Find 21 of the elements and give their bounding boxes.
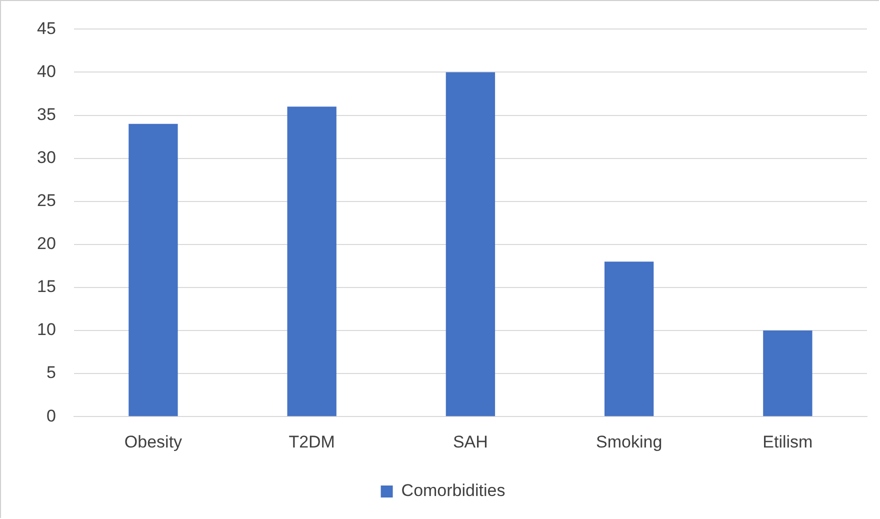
y-tick-label: 40 <box>36 62 56 81</box>
y-tick-label: 30 <box>36 148 56 168</box>
legend-label: Comorbidities <box>401 481 506 500</box>
x-tick-label: Etilism <box>762 432 813 452</box>
x-tick-label: Smoking <box>596 432 662 452</box>
y-tick-label: 20 <box>36 234 56 254</box>
bar <box>763 330 812 416</box>
x-tick-label: T2DM <box>288 432 335 452</box>
y-tick-label: 45 <box>36 18 56 38</box>
y-tick-label: 15 <box>36 277 56 296</box>
y-tick-label: 35 <box>36 104 56 124</box>
x-tick-label: Obesity <box>124 432 183 452</box>
bar <box>446 72 496 416</box>
bar <box>128 124 178 416</box>
y-tick-label: 0 <box>46 406 56 426</box>
x-tick-label: SAH <box>452 432 488 452</box>
bar <box>604 262 654 416</box>
y-tick-label: 5 <box>46 363 56 382</box>
y-tick-label: 25 <box>36 191 56 210</box>
y-tick-label: 10 <box>36 320 56 340</box>
bar <box>287 106 336 416</box>
